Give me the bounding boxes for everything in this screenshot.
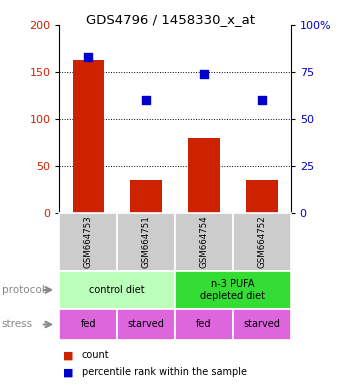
- Point: [259, 97, 265, 103]
- Text: stress: stress: [2, 319, 33, 329]
- Text: starved: starved: [243, 319, 280, 329]
- Bar: [246, 180, 278, 213]
- Text: n-3 PUFA
depleted diet: n-3 PUFA depleted diet: [200, 279, 266, 301]
- Bar: [188, 138, 220, 213]
- Text: protocol: protocol: [2, 285, 45, 295]
- Text: GSM664752: GSM664752: [257, 215, 266, 268]
- Point: [143, 97, 149, 103]
- Text: control diet: control diet: [89, 285, 145, 295]
- Text: fed: fed: [81, 319, 96, 329]
- Bar: [130, 180, 162, 213]
- Point: [201, 71, 207, 77]
- Text: ■: ■: [63, 367, 73, 377]
- Text: GSM664751: GSM664751: [142, 215, 151, 268]
- Text: count: count: [82, 350, 109, 360]
- Text: GSM664754: GSM664754: [200, 215, 208, 268]
- Text: fed: fed: [196, 319, 212, 329]
- Text: GDS4796 / 1458330_x_at: GDS4796 / 1458330_x_at: [85, 13, 255, 26]
- Point: [86, 54, 91, 60]
- Text: ■: ■: [63, 350, 73, 360]
- Bar: [72, 60, 104, 213]
- Text: GSM664753: GSM664753: [84, 215, 93, 268]
- Text: percentile rank within the sample: percentile rank within the sample: [82, 367, 246, 377]
- Text: starved: starved: [128, 319, 165, 329]
